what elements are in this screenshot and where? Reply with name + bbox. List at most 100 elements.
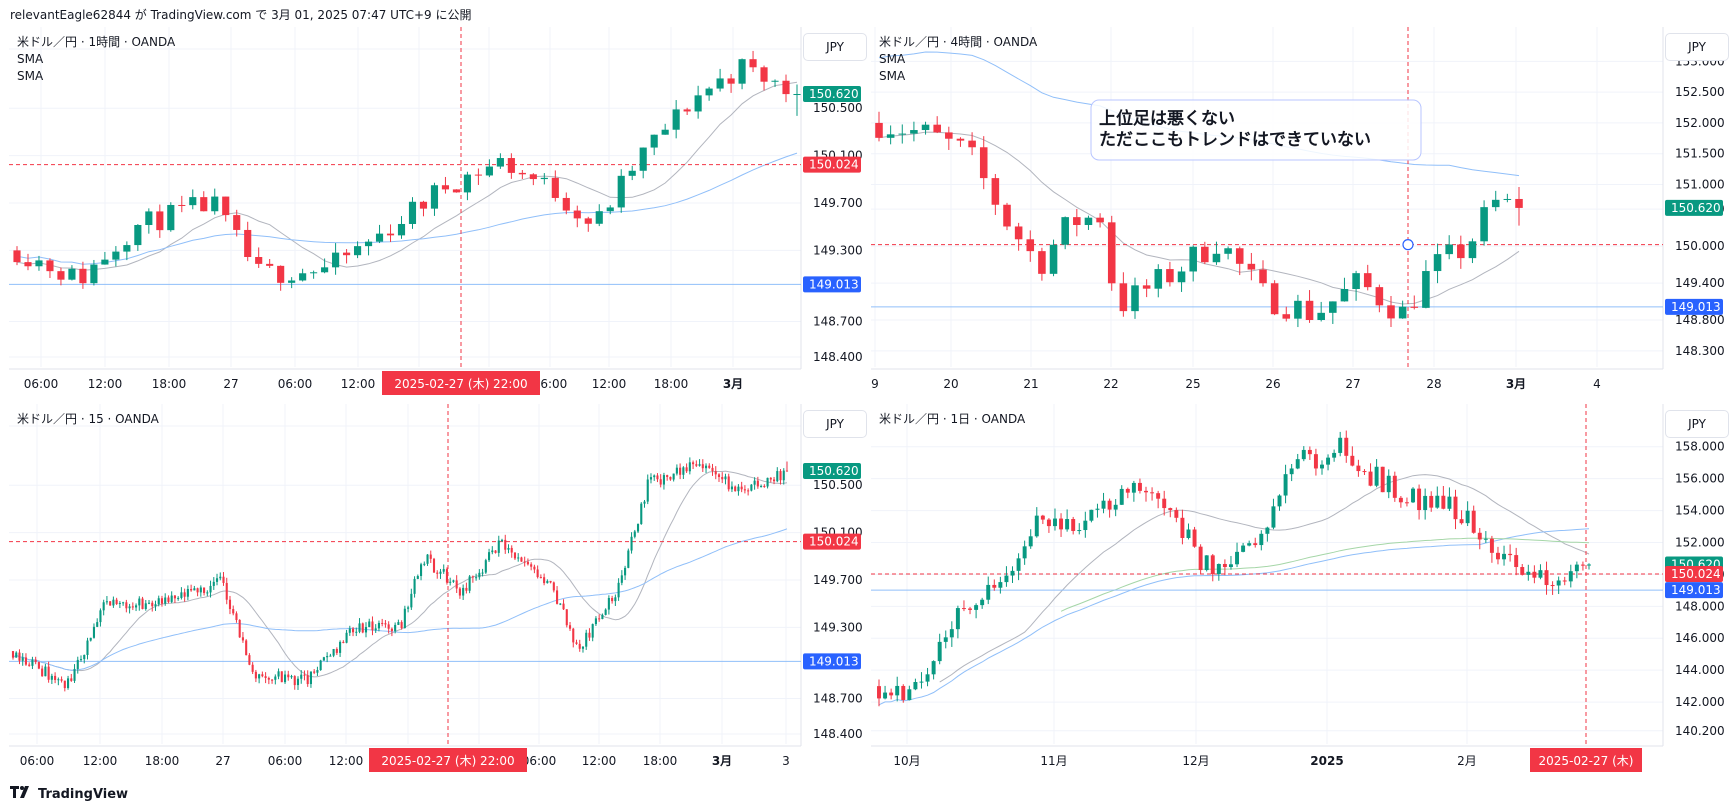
candle-body: [1004, 575, 1009, 583]
legend-sma-1[interactable]: SMA: [879, 52, 906, 66]
candle-body: [1356, 465, 1361, 472]
candle-body: [779, 471, 782, 481]
candle: [606, 205, 614, 215]
annotation-box: [1090, 99, 1422, 161]
chart-panel-4h[interactable]: 148.300148.800149.400150.000150.600151.0…: [871, 27, 1735, 399]
candle-body: [530, 564, 533, 567]
chart-panel-1d[interactable]: 140.200 142.000 144.000 146.000 148.000 150.0…: [871, 404, 1735, 776]
candle-body: [203, 587, 206, 593]
currency-button[interactable]: JPY: [1665, 410, 1729, 438]
candle-body: [44, 666, 47, 677]
candle-body: [1154, 269, 1163, 289]
candle-body: [1083, 520, 1088, 531]
candle: [913, 678, 918, 691]
candle: [1580, 561, 1585, 571]
candle: [63, 680, 66, 692]
candle-body: [617, 582, 620, 598]
candle: [1003, 202, 1011, 231]
candle: [351, 627, 355, 637]
candle: [37, 661, 40, 670]
x-tick-label: 25: [1185, 377, 1200, 391]
candle-body: [601, 614, 604, 620]
candle-body: [400, 622, 403, 628]
candle: [1320, 460, 1324, 475]
candle-body: [785, 470, 789, 472]
candle-body: [280, 671, 283, 683]
legend-sma-2[interactable]: SMA: [17, 69, 44, 83]
candle-body: [883, 692, 888, 699]
candle-body: [685, 467, 688, 472]
legend-sma-2[interactable]: SMA: [879, 69, 906, 83]
currency-button[interactable]: JPY: [1665, 33, 1729, 61]
candle: [669, 476, 672, 481]
candle: [70, 673, 73, 682]
chart-panel-15m[interactable]: 148.400 148.700 149.300 149.700 150.100 150.5…: [9, 404, 873, 776]
candle-body: [219, 576, 222, 579]
candle-body: [474, 174, 482, 176]
chart-panel-1h[interactable]: 148.400 148.700 149.300 149.700 150.100 150.5…: [9, 27, 873, 399]
candle: [1241, 542, 1246, 553]
candle-body: [1392, 475, 1397, 498]
chart-1d-canvas[interactable]: 140.200 142.000 144.000 146.000 148.000 150.0…: [871, 404, 1735, 776]
candle: [1387, 295, 1395, 327]
candle: [1544, 561, 1549, 595]
currency-button[interactable]: JPY: [803, 410, 867, 438]
candle: [1404, 497, 1409, 507]
candle: [481, 568, 484, 577]
legend-sma-1[interactable]: SMA: [17, 52, 44, 66]
candle-body: [1046, 519, 1051, 527]
publish-info: relevantEagle62844 が TradingView.com で 3…: [10, 8, 472, 22]
candle: [698, 459, 701, 467]
y-tick-label: 151.000: [1675, 178, 1725, 192]
candle: [1282, 306, 1291, 322]
candle: [943, 630, 948, 649]
candle: [730, 481, 733, 493]
price-label-box: [803, 276, 861, 293]
candle: [724, 473, 727, 485]
chart-15m-canvas[interactable]: 148.400148.700149.300149.700150.100150.5…: [9, 404, 873, 776]
candle: [478, 569, 481, 580]
candle: [601, 613, 604, 620]
y-tick-label: 148.400: [813, 350, 863, 364]
candle: [500, 538, 504, 543]
candle-body: [1380, 466, 1385, 493]
candle: [313, 669, 316, 675]
candle: [1259, 530, 1264, 551]
candle-body: [1028, 536, 1033, 547]
candle: [675, 464, 678, 476]
candle: [445, 567, 449, 585]
candle: [1447, 487, 1452, 511]
candle-body: [1026, 239, 1035, 252]
candle: [178, 195, 186, 213]
candle: [145, 208, 153, 234]
candle: [1562, 576, 1567, 586]
candle: [649, 473, 653, 484]
chart-4h-legend: 米ドル／円 · 4時間 · OANDA SMA SMA: [879, 34, 1037, 85]
candle-body: [1049, 244, 1058, 274]
candle: [1392, 471, 1397, 502]
sma-line: [878, 528, 1590, 706]
candle: [89, 637, 92, 642]
x-tick-label: 06:00: [522, 754, 557, 768]
candle-body: [1435, 495, 1440, 508]
currency-button[interactable]: JPY: [803, 33, 867, 61]
chart-1h-canvas[interactable]: 148.400148.700149.300149.700150.100150.5…: [9, 27, 873, 399]
candle-body: [144, 603, 147, 609]
candle: [1119, 272, 1128, 317]
candle: [410, 588, 413, 610]
candle-body: [1433, 254, 1442, 272]
candle-body: [353, 246, 362, 256]
candle-body: [578, 643, 581, 649]
candle-body: [956, 138, 965, 141]
footer-brand[interactable]: TradingView: [10, 786, 128, 802]
candle-body: [683, 109, 691, 112]
candle: [1520, 563, 1525, 576]
annotation-line-2: ただここもトレンドはできていない: [1099, 130, 1371, 150]
price-label: 149.013: [809, 277, 859, 291]
candle-body: [1222, 563, 1227, 568]
candle-body: [60, 679, 63, 681]
candle-body: [529, 174, 537, 180]
candle: [769, 477, 772, 483]
chart-4h-canvas[interactable]: 148.300148.800149.400150.000150.600151.0…: [871, 27, 1735, 399]
candle-body: [1204, 555, 1209, 571]
